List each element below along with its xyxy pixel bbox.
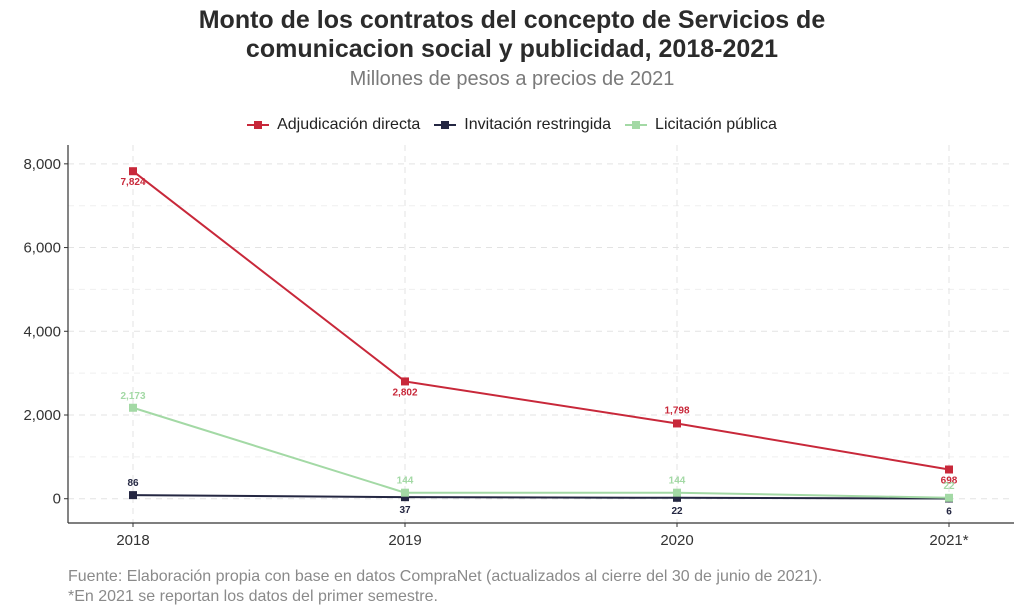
point-adjudicacion (673, 419, 681, 428)
y-tick-label: 2,000 (23, 407, 61, 424)
point-licitacion (401, 488, 409, 497)
series-line-licitacion (132, 406, 950, 499)
data-label-adjudicacion: 2,802 (392, 387, 417, 398)
data-label-adjudicacion: 1,798 (664, 405, 689, 416)
point-adjudicacion (401, 377, 409, 386)
legend-item-adjudicacion: Adjudicación directa (247, 116, 420, 134)
legend-label-licitacion: Licitación pública (655, 116, 777, 133)
series-line-adjudicacion (132, 170, 950, 471)
x-tick-label: 2021* (929, 532, 968, 549)
data-label-invitacion: 6 (946, 506, 952, 517)
data-label-invitacion: 22 (671, 506, 683, 517)
legend-item-invitacion: Invitación restringida (434, 116, 611, 134)
y-tick-label: 8,000 (23, 156, 61, 173)
legend-item-licitacion: Licitación pública (625, 116, 777, 134)
chart-title-line-1: Monto de los contratos del concepto de S… (198, 6, 826, 34)
point-licitacion (945, 493, 953, 502)
point-invitacion (401, 493, 409, 502)
x-tick-label: 2019 (388, 532, 421, 549)
y-tick-label: 4,000 (23, 323, 61, 340)
data-label-licitacion: 144 (669, 476, 686, 487)
legend-label-invitacion: Invitación restringida (464, 116, 612, 133)
data-label-invitacion: 86 (127, 478, 139, 489)
source-note: Fuente: Elaboración propia con base en d… (68, 568, 823, 585)
x-tick-label: 2020 (660, 532, 693, 549)
point-licitacion (673, 488, 681, 497)
data-label-adjudicacion: 7,824 (120, 177, 145, 188)
point-licitacion (129, 403, 137, 412)
chart-title: Monto de los contratos del concepto de S… (0, 6, 1024, 64)
data-label-adjudicacion: 698 (941, 476, 958, 487)
legend: Adjudicación directa Invitación restring… (0, 116, 1024, 134)
data-label-invitacion: 37 (399, 505, 411, 516)
chart-subtitle: Millones de pesos a precios de 2021 (349, 68, 675, 90)
y-tick-label: 6,000 (23, 240, 61, 257)
semester-note: *En 2021 se reportan los datos del prime… (68, 588, 438, 605)
legend-key-invitacion (434, 120, 457, 130)
chart-title-line-2: comunicacion social y publicidad, 2018-2… (245, 35, 779, 63)
x-tick-label: 2018 (116, 532, 149, 549)
chart-footer: Fuente: Elaboración propia con base en d… (68, 567, 822, 607)
data-label-licitacion: 144 (397, 476, 414, 487)
legend-key-licitacion (625, 120, 648, 130)
point-adjudicacion (129, 167, 137, 176)
data-label-licitacion: 22 (943, 481, 955, 492)
series-line-invitacion (132, 494, 950, 500)
legend-key-adjudicacion (247, 120, 270, 130)
data-label-licitacion: 2,173 (120, 391, 145, 402)
y-tick-label: 0 (53, 491, 61, 508)
legend-label-adjudicacion: Adjudicación directa (277, 116, 421, 133)
point-invitacion (129, 491, 137, 500)
point-invitacion (673, 493, 681, 502)
point-adjudicacion (945, 465, 953, 474)
